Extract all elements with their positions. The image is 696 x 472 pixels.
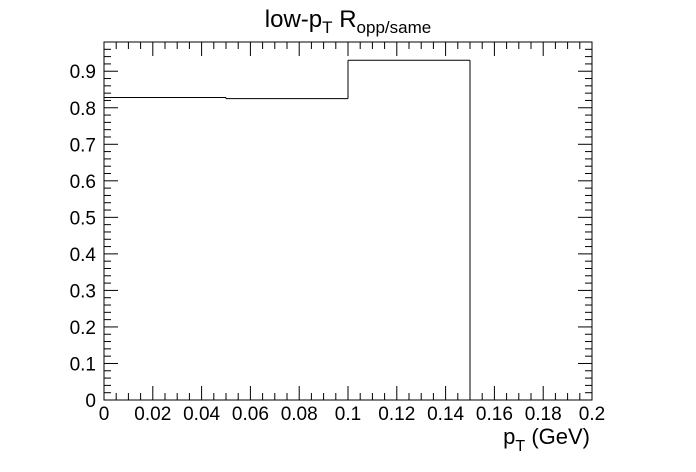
x-tick-label: 0.08 bbox=[281, 404, 318, 425]
x-tick-label: 0.02 bbox=[134, 404, 171, 425]
x-tick-label: 0.1 bbox=[335, 404, 361, 425]
x-axis-title-subscript: T bbox=[515, 438, 525, 455]
y-tick-label: 0.9 bbox=[70, 62, 96, 83]
x-tick-label: 0 bbox=[99, 404, 110, 425]
y-axis-tick-labels: 0 0.1 0.2 0.3 0.4 0.5 0.6 0.7 0.8 0.9 bbox=[70, 62, 97, 412]
title-ratio: R bbox=[333, 6, 357, 33]
y-axis-ticks bbox=[104, 41, 592, 401]
y-tick-label: 0.5 bbox=[70, 208, 96, 229]
x-tick-label: 0.2 bbox=[579, 404, 605, 425]
x-tick-label: 0.12 bbox=[378, 404, 415, 425]
x-tick-label: 0.16 bbox=[476, 404, 513, 425]
x-tick-label: 0.14 bbox=[427, 404, 464, 425]
title-ratio-subscript: opp/same bbox=[357, 18, 432, 37]
x-axis-tick-labels: 0 0.02 0.04 0.06 0.08 0.1 0.12 0.14 0.16 0.18 0.2 bbox=[99, 404, 606, 425]
x-axis-title: pT (GeV) bbox=[503, 424, 590, 455]
y-tick-label: 0.6 bbox=[70, 172, 96, 193]
y-tick-label: 0.2 bbox=[70, 318, 96, 339]
x-axis-title-unit: (GeV) bbox=[525, 424, 590, 449]
y-tick-label: 0 bbox=[85, 391, 96, 412]
x-axis-title-main: p bbox=[503, 424, 515, 449]
y-tick-label: 0.4 bbox=[70, 245, 97, 266]
y-tick-label: 0.1 bbox=[70, 354, 96, 375]
y-tick-label: 0.3 bbox=[70, 281, 96, 302]
x-tick-label: 0.06 bbox=[232, 404, 269, 425]
x-tick-label: 0.04 bbox=[183, 404, 220, 425]
histogram-bins bbox=[103, 59, 471, 400]
title-main-subscript: T bbox=[322, 18, 332, 37]
title-main: low-p bbox=[265, 6, 322, 33]
x-axis-ticks bbox=[103, 42, 593, 400]
y-tick-label: 0.8 bbox=[70, 99, 96, 120]
y-tick-label: 0.7 bbox=[70, 135, 96, 156]
chart-title: low-pT Ropp/same bbox=[265, 6, 431, 37]
x-tick-label: 0.18 bbox=[525, 404, 562, 425]
